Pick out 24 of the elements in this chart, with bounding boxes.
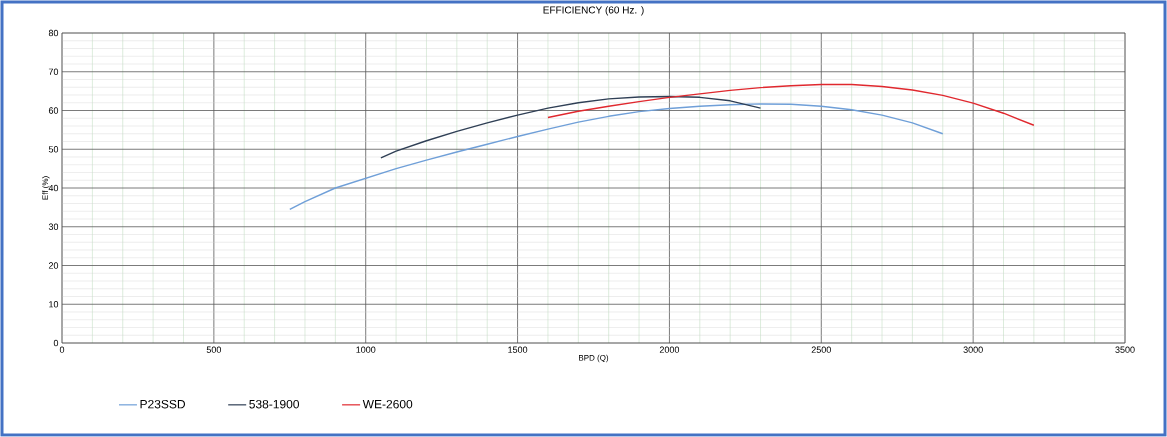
- legend-label: WE-2600: [362, 399, 413, 409]
- x-tick-label: 0: [59, 346, 65, 353]
- x-tick-label: 2500: [811, 346, 831, 353]
- line-series: [547, 83, 1035, 126]
- y-tick-label: 80: [48, 29, 59, 37]
- chart-title: EFFICIENCY (60 Hz. ): [543, 6, 644, 16]
- legend-label: 538-1900: [249, 399, 300, 409]
- x-tick-label: 2000: [659, 346, 680, 353]
- x-tick-label: 1000: [356, 346, 376, 353]
- x-tick-label: 500: [206, 346, 222, 353]
- y-tick-label: 0: [53, 339, 59, 347]
- y-tick-label: 70: [48, 68, 59, 75]
- y-tick-label: 30: [48, 223, 59, 230]
- y-tick-label: 60: [48, 107, 59, 114]
- x-tick-label: 3000: [963, 346, 983, 353]
- x-axis-title: BPD (Q): [579, 354, 609, 363]
- y-tick-label: 40: [48, 184, 59, 192]
- x-tick-label: 1500: [508, 346, 528, 353]
- line-series: [380, 95, 762, 159]
- y-tick-label: 50: [48, 146, 59, 153]
- y-tick-label: 10: [49, 301, 59, 308]
- legend-label: P23SSD: [140, 399, 186, 409]
- x-tick-label: 3500: [1115, 346, 1135, 353]
- y-tick-label: 20: [48, 262, 59, 269]
